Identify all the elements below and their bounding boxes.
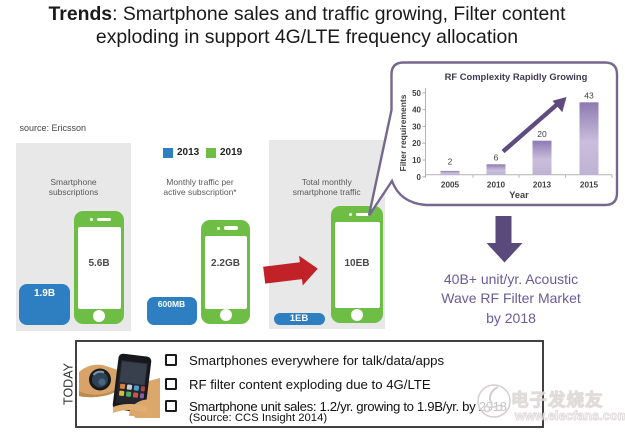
svg-text:Year: Year xyxy=(509,190,529,200)
svg-text:10: 10 xyxy=(412,156,421,165)
svg-text:2: 2 xyxy=(448,157,453,167)
svg-text:50: 50 xyxy=(412,89,421,98)
svg-text:2010: 2010 xyxy=(487,181,506,190)
svg-text:20: 20 xyxy=(537,129,547,139)
svg-text:20: 20 xyxy=(412,139,421,148)
svg-text:2013: 2013 xyxy=(533,181,552,190)
svg-text:2015: 2015 xyxy=(580,181,599,190)
svg-text:40: 40 xyxy=(412,106,421,115)
svg-text:Filter requirements: Filter requirements xyxy=(398,94,408,171)
svg-text:0: 0 xyxy=(417,173,422,182)
svg-text:RF Complexity Rapidly Growing: RF Complexity Rapidly Growing xyxy=(445,71,588,82)
svg-text:6: 6 xyxy=(494,153,499,163)
svg-text:43: 43 xyxy=(584,91,594,101)
svg-text:2005: 2005 xyxy=(441,181,460,190)
svg-text:30: 30 xyxy=(412,122,421,131)
